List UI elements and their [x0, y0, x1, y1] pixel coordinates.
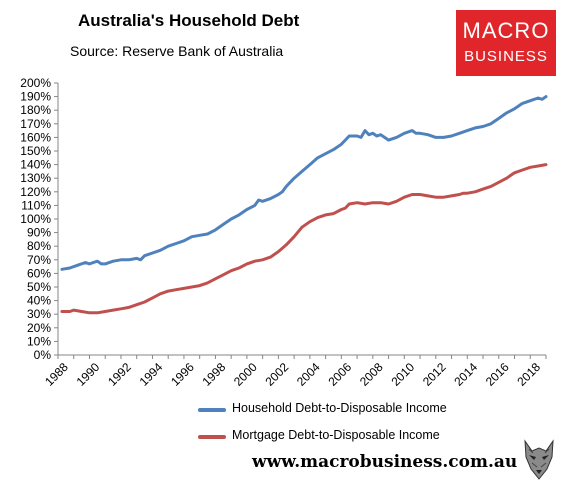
x-tick-label: 2000	[231, 360, 260, 389]
x-tick-label: 2008	[357, 360, 386, 389]
y-tick-label: 70%	[27, 253, 51, 267]
macrobusiness-logo: MACRO BUSINESS	[456, 10, 556, 76]
y-tick-label: 150%	[20, 144, 51, 158]
y-tick-label: 50%	[27, 280, 51, 294]
y-tick-label: 80%	[27, 239, 51, 253]
wolf-icon	[519, 437, 559, 483]
y-tick-label: 30%	[27, 307, 51, 321]
series-line-mortgage-debt	[60, 163, 548, 315]
x-tick-label: 2014	[451, 360, 480, 389]
logo-line-1: MACRO	[462, 18, 550, 43]
y-tick-label: 170%	[20, 117, 51, 131]
legend-label-mortgage: Mortgage Debt-to-Disposable Income	[232, 428, 440, 442]
logo-line-2: BUSINESS	[464, 48, 548, 65]
y-tick-label: 90%	[27, 226, 51, 240]
y-tick-label: 110%	[21, 198, 51, 212]
y-tick-label: 200%	[20, 76, 51, 90]
y-tick-label: 20%	[27, 321, 51, 335]
x-tick-label: 2004	[294, 360, 323, 389]
x-tick-label: 1988	[42, 360, 71, 389]
website-url: www.macrobusiness.com.au	[252, 452, 518, 472]
y-tick-label: 60%	[27, 266, 51, 280]
y-tick-label: 180%	[20, 103, 51, 117]
x-tick-label: 2018	[514, 360, 543, 389]
y-tick-label: 10%	[27, 334, 51, 348]
x-tick-label: 2006	[325, 360, 354, 389]
y-tick-label: 130%	[20, 171, 51, 185]
x-tick-label: 1994	[137, 360, 166, 389]
series-line-household-debt	[60, 95, 548, 271]
x-tick-label: 2016	[483, 360, 512, 389]
y-tick-label: 100%	[20, 212, 51, 226]
y-tick-label: 140%	[20, 158, 51, 172]
x-tick-label: 1990	[74, 360, 103, 389]
chart-title: Australia's Household Debt	[78, 11, 300, 30]
x-tick-label: 2002	[263, 360, 292, 389]
y-tick-label: 190%	[20, 90, 51, 104]
legend-swatch-household	[198, 408, 226, 412]
x-tick-label: 1996	[168, 360, 197, 389]
y-tick-label: 0%	[34, 348, 52, 362]
legend-swatch-mortgage	[198, 435, 226, 439]
y-tick-label: 40%	[27, 294, 51, 308]
line-chart: 0%10%20%30%40%50%60%70%80%90%100%110%120…	[20, 76, 548, 389]
x-tick-label: 1998	[200, 360, 229, 389]
y-tick-label: 120%	[20, 185, 51, 199]
chart-source: Source: Reserve Bank of Australia	[70, 43, 284, 59]
y-tick-label: 160%	[20, 130, 51, 144]
legend-label-household: Household Debt-to-Disposable Income	[232, 401, 447, 415]
x-tick-label: 2010	[388, 360, 417, 389]
x-tick-label: 1992	[105, 360, 134, 389]
x-tick-label: 2012	[420, 360, 449, 389]
